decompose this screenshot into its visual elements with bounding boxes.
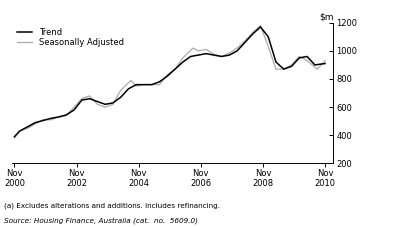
Text: (a) Excludes alterations and additions. Includes refinancing.: (a) Excludes alterations and additions. … [4, 203, 220, 209]
Text: Source: Housing Finance, Australia (cat.  no.  5609.0): Source: Housing Finance, Australia (cat.… [4, 218, 198, 225]
Legend: Trend, Seasonally Adjusted: Trend, Seasonally Adjusted [13, 24, 127, 51]
Text: $m: $m [319, 12, 333, 21]
